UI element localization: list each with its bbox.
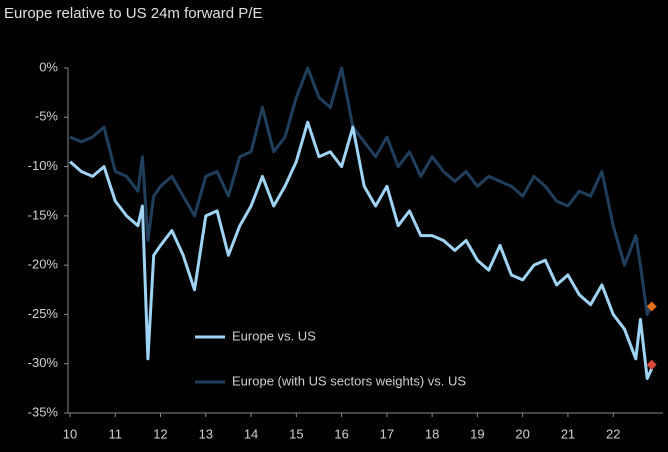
x-tick-label: 22 (606, 426, 620, 441)
y-tick-label: -35% (28, 404, 59, 419)
y-tick-label: -15% (28, 207, 59, 222)
x-tick-label: 14 (244, 426, 258, 441)
line-series (69, 120, 654, 380)
x-tick-label: 12 (153, 426, 167, 441)
end-marker (646, 301, 657, 312)
x-tick-label: 11 (109, 426, 123, 441)
y-tick-label: 0% (39, 59, 58, 74)
x-tick-label: 13 (199, 426, 213, 441)
x-tick-label: 18 (425, 426, 439, 441)
legend-label: Europe vs. US (232, 328, 316, 343)
y-tick-label: -30% (28, 355, 59, 370)
x-tick-label: 19 (470, 426, 484, 441)
x-tick-label: 15 (289, 426, 303, 441)
end-marker (646, 359, 657, 370)
x-tick-label: 10 (63, 426, 77, 441)
y-tick-label: -25% (28, 306, 59, 321)
x-tick-label: 17 (380, 426, 394, 441)
x-tick-label: 20 (515, 426, 529, 441)
line-series (69, 66, 654, 316)
y-tick-label: -5% (35, 109, 59, 124)
y-tick-label: -10% (28, 158, 59, 173)
legend-label: Europe (with US sectors weights) vs. US (232, 373, 466, 388)
x-tick-label: 16 (334, 426, 348, 441)
chart-title: Europe relative to US 24m forward P/E (4, 5, 262, 22)
x-tick-label: 21 (561, 426, 575, 441)
y-tick-label: -20% (28, 257, 59, 272)
